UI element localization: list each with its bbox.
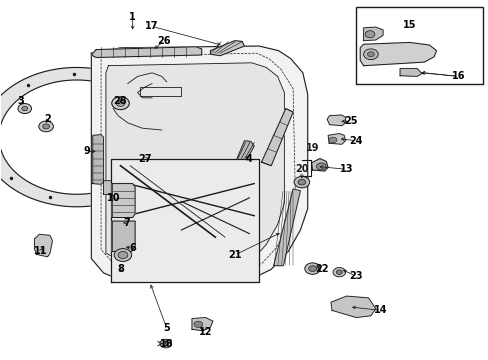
Polygon shape	[111, 158, 259, 282]
Polygon shape	[192, 318, 212, 331]
Text: 23: 23	[349, 271, 362, 282]
Circle shape	[363, 49, 377, 60]
Polygon shape	[360, 42, 436, 66]
Circle shape	[116, 270, 124, 276]
Text: 10: 10	[106, 193, 120, 203]
Circle shape	[118, 251, 127, 258]
Circle shape	[194, 321, 202, 328]
Circle shape	[113, 267, 128, 279]
Circle shape	[114, 249, 131, 261]
Text: 21: 21	[227, 250, 241, 260]
Text: 6: 6	[129, 243, 136, 253]
Polygon shape	[93, 135, 103, 184]
Polygon shape	[273, 189, 300, 266]
Text: 19: 19	[305, 143, 319, 153]
Text: 14: 14	[373, 305, 386, 315]
Text: 28: 28	[114, 96, 127, 107]
Polygon shape	[103, 181, 122, 195]
Text: 15: 15	[402, 19, 416, 30]
Text: 9: 9	[83, 147, 90, 157]
Polygon shape	[112, 221, 135, 251]
Text: 22: 22	[315, 264, 328, 274]
Polygon shape	[34, 234, 52, 257]
Text: 1: 1	[129, 13, 136, 22]
Circle shape	[293, 176, 309, 188]
Polygon shape	[330, 296, 375, 318]
Circle shape	[116, 100, 124, 107]
Text: 18: 18	[160, 339, 173, 349]
Text: 11: 11	[34, 247, 47, 256]
Circle shape	[332, 267, 345, 277]
Text: 17: 17	[145, 21, 159, 31]
Polygon shape	[91, 46, 307, 280]
Polygon shape	[210, 41, 244, 56]
Text: 27: 27	[138, 154, 151, 163]
Text: 26: 26	[157, 36, 171, 46]
Polygon shape	[112, 184, 135, 217]
Text: 13: 13	[339, 164, 353, 174]
Polygon shape	[327, 134, 345, 144]
Polygon shape	[111, 191, 125, 198]
Polygon shape	[326, 115, 345, 126]
Polygon shape	[363, 27, 382, 41]
Circle shape	[328, 137, 336, 143]
Polygon shape	[91, 47, 201, 58]
Circle shape	[304, 263, 320, 274]
Circle shape	[42, 124, 49, 129]
Polygon shape	[311, 158, 327, 171]
Polygon shape	[399, 68, 421, 76]
Text: 2: 2	[44, 114, 51, 124]
Circle shape	[367, 52, 373, 57]
Circle shape	[18, 104, 31, 113]
Circle shape	[163, 342, 168, 346]
Circle shape	[297, 179, 305, 185]
Circle shape	[365, 31, 374, 38]
Circle shape	[316, 163, 325, 170]
Circle shape	[39, 121, 53, 132]
Text: 5: 5	[163, 323, 170, 333]
Circle shape	[308, 266, 316, 271]
Circle shape	[112, 97, 129, 110]
Polygon shape	[236, 141, 254, 164]
Text: 4: 4	[245, 154, 252, 163]
Polygon shape	[106, 63, 284, 259]
Text: 20: 20	[295, 164, 308, 174]
Text: 12: 12	[199, 327, 212, 337]
Polygon shape	[261, 109, 292, 166]
Text: 25: 25	[344, 116, 358, 126]
Text: 16: 16	[451, 71, 464, 81]
Text: 7: 7	[123, 218, 130, 228]
Text: 3: 3	[18, 96, 24, 107]
Circle shape	[336, 270, 342, 274]
Bar	[356, 7, 482, 84]
Polygon shape	[0, 67, 138, 207]
Text: 8: 8	[117, 264, 123, 274]
Circle shape	[22, 107, 28, 111]
Text: 24: 24	[349, 136, 362, 146]
Circle shape	[160, 339, 171, 348]
